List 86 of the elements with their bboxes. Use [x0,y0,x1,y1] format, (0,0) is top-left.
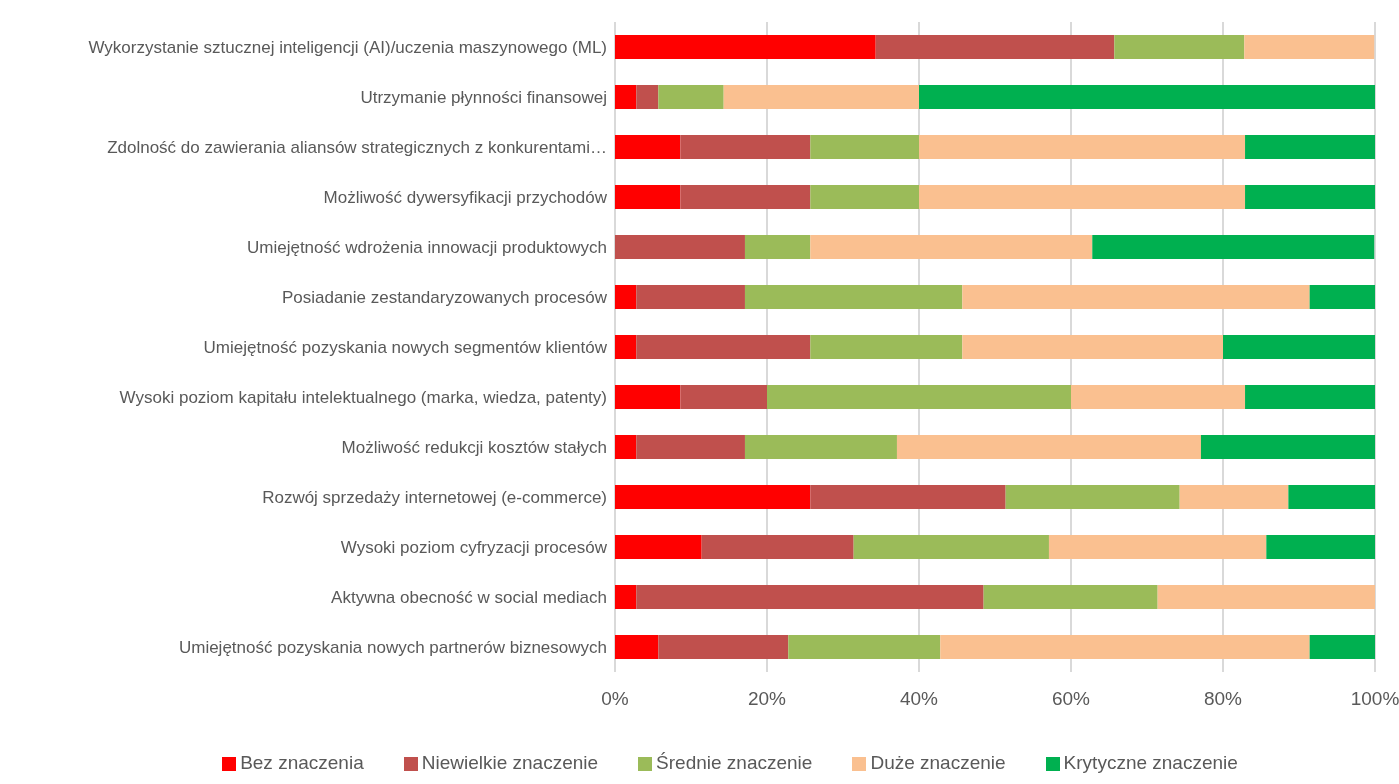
bar [1114,35,1245,59]
y-tick-label: Możliwość dywersyfikacji przychodów [323,188,608,208]
y-tick-label: Wysoki poziom cyfryzacji procesów [340,538,608,558]
legend-label: Bez znaczenia [240,752,364,773]
y-tick-label: Wysoki poziom kapitału intelektualnego (marka, wiedza, patenty) [119,388,607,408]
bar [658,635,789,659]
x-tick-label: 100% [1350,688,1399,710]
bar [767,385,1071,409]
y-tick-label: Zdolność do zawierania aliansów strategicznych z konkurentami… [107,138,607,158]
bar [680,135,811,159]
bar [919,185,1246,209]
bar [615,435,637,459]
bar [1245,185,1375,209]
bar [615,135,681,159]
bar [919,135,1246,159]
bar [1244,35,1375,59]
bar [983,585,1158,609]
bar [723,85,919,109]
bar [1245,385,1375,409]
legend-label: Średnie znaczenie [656,752,813,773]
bar [615,485,811,509]
bar [853,535,1049,559]
bar [810,485,1006,509]
bar [615,235,745,259]
y-tick-label: Umiejętność pozyskania nowych partnerów biznesowych [178,638,607,658]
bar [615,385,681,409]
bar [744,285,963,309]
y-tick-label: Możliwość redukcji kosztów stałych [341,438,607,458]
bar [875,35,1115,59]
bar [744,235,811,259]
bar [919,85,1375,109]
bar [1157,585,1375,609]
bar [1005,485,1180,509]
y-tick-label: Umiejętność pozyskania nowych segmentów klientów [203,338,608,358]
y-tick-label: Aktywna obecność w social mediach [331,588,607,608]
bar [636,85,659,109]
bar [1245,135,1375,159]
legend-label: Niewielkie znaczenie [421,752,599,773]
bar [1309,285,1375,309]
x-tick-label: 40% [899,688,939,710]
bar [896,435,1201,459]
y-tick-label: Wykorzystanie sztucznej inteligencji (AI)/uczenia maszynowego (ML) [88,38,607,58]
bar [636,585,984,609]
bar [615,635,659,659]
bar [615,585,637,609]
bar [701,535,854,559]
bar [680,385,767,409]
bar [810,185,919,209]
bar [615,85,637,109]
x-tick-label: 80% [1203,688,1243,710]
bar [810,335,963,359]
bar [1048,535,1267,559]
bar [744,435,897,459]
y-tick-label: Posiadanie zestandaryzowanych procesów [281,288,608,308]
bar [1200,435,1375,459]
bar [658,85,724,109]
bar [1179,485,1289,509]
bar [636,335,811,359]
bar [1071,385,1246,409]
y-tick-label: Rozwój sprzedaży internetowej (e-commerce) [262,488,607,508]
bar [940,635,1310,659]
legend-label: Krytyczne znaczenie [1063,752,1238,773]
bar [615,335,637,359]
bar [636,285,745,309]
bar [615,285,637,309]
bar [636,435,745,459]
y-tick-label: Utrzymanie płynności finansowej [360,88,607,108]
bar [962,335,1223,359]
x-tick-label: 20% [747,688,787,710]
bar [615,35,876,59]
bar [1223,335,1375,359]
bar [615,535,702,559]
x-tick-label: 0% [601,688,629,710]
bar [1288,485,1375,509]
x-tick-label: 60% [1051,688,1091,710]
bar [1266,535,1375,559]
bar [788,635,941,659]
legend-label: Duże znaczenie [870,752,1006,773]
bar [1309,635,1375,659]
bar [1092,235,1375,259]
bar [810,235,1093,259]
y-tick-label: Umiejętność wdrożenia innowacji produktowych [246,238,607,258]
bar [810,135,919,159]
bar [680,185,811,209]
bar [615,185,681,209]
bar [962,285,1310,309]
